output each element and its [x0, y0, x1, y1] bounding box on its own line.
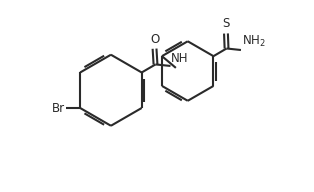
Text: Br: Br	[52, 102, 65, 114]
Text: NH: NH	[171, 52, 189, 65]
Text: O: O	[150, 33, 159, 46]
Text: NH$_2$: NH$_2$	[242, 34, 266, 49]
Text: S: S	[222, 17, 230, 30]
